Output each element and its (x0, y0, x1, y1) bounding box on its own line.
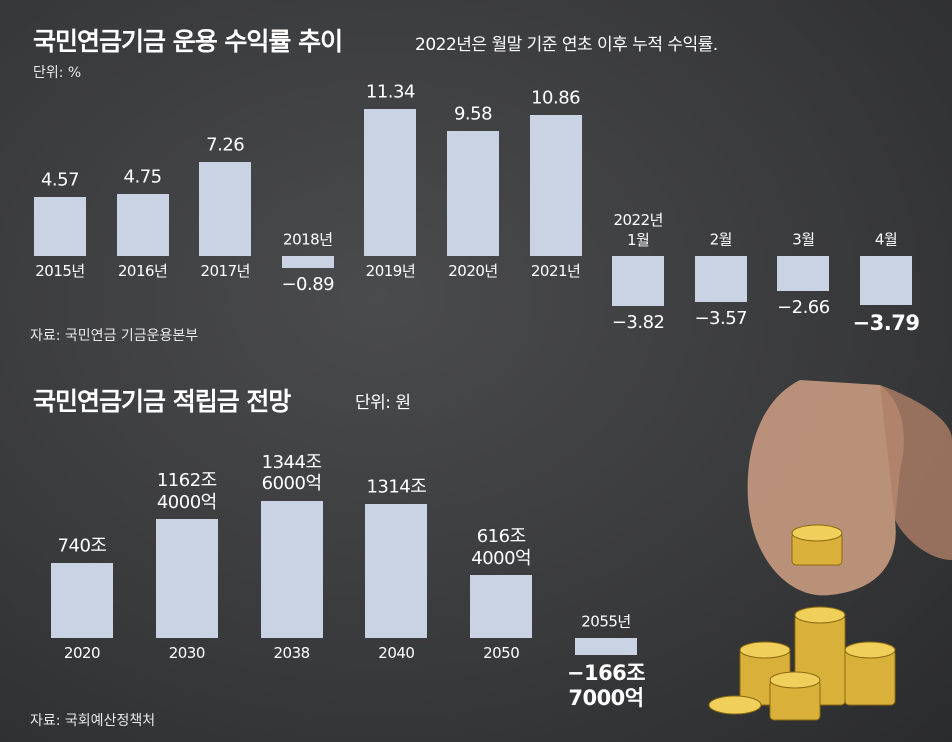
value-label: −166조 7000억 (566, 661, 646, 711)
bar (281, 256, 334, 268)
value-label: 1314조 (366, 476, 427, 498)
x-tick-label: 2018년 (283, 230, 333, 249)
bar (116, 194, 169, 256)
x-tick-label: 2019년 (365, 262, 416, 280)
value-label: −3.57 (694, 308, 748, 330)
chart-title: 국민연금기금 적립금 전망 (33, 387, 291, 416)
x-tick-label: 2030 (168, 644, 206, 662)
x-tick-label: 2015년 (35, 262, 85, 280)
source: 자료: 국회예산정책처 (30, 713, 156, 729)
value-label: 740조 (57, 534, 107, 556)
value-label: 616조 4000억 (471, 525, 532, 569)
x-tick-label: 2017년 (200, 262, 250, 280)
value-label: 11.34 (365, 80, 416, 102)
source: 자료: 국민연금 기금운용본부 (30, 328, 199, 344)
bar (447, 131, 499, 256)
x-tick-label: 2038 (273, 644, 311, 662)
bar (777, 256, 830, 291)
x-tick-label: 2055년 (581, 612, 631, 631)
value-label: 1344조 6000억 (261, 451, 322, 495)
value-label: −0.89 (281, 273, 335, 295)
x-tick-label: 2016년 (117, 262, 168, 280)
chart-subtitle: 2022년은 월말 기준 연초 이후 누적 수익률. (415, 35, 718, 55)
bar (575, 638, 637, 655)
bar (51, 562, 113, 638)
bar (365, 503, 428, 638)
bar (612, 256, 665, 306)
value-label: 4.75 (123, 166, 163, 188)
value-label: 7.26 (206, 134, 245, 156)
bar (860, 256, 912, 306)
x-tick-label: 2020년 (448, 262, 498, 280)
unit-label: 단위: 원 (355, 393, 411, 413)
chart-title: 국민연금기금 운용 수익률 추이 (33, 27, 343, 56)
x-tick-label: 3월 (792, 230, 815, 249)
x-tick-label: 2월 (709, 230, 733, 249)
bar (470, 575, 533, 638)
bar (199, 161, 252, 256)
value-label: 4.57 (40, 168, 80, 190)
value-label: −2.66 (777, 296, 830, 318)
unit-label: 단위: % (33, 65, 82, 81)
x-tick-label: 2020 (63, 644, 101, 662)
x-tick-label: 2050 (483, 644, 520, 662)
bar (34, 196, 86, 256)
value-label: 1162조 4000억 (156, 470, 217, 513)
value-label: −3.79 (852, 311, 920, 336)
value-label: 9.58 (453, 103, 493, 125)
bar (155, 519, 218, 638)
value-label: 10.86 (531, 87, 581, 109)
bar (529, 114, 582, 256)
value-label: −3.82 (611, 311, 665, 333)
x-tick-label: 4월 (874, 230, 898, 249)
x-tick-label: 2021년 (530, 262, 581, 280)
x-tick-label: 2040 (378, 644, 415, 662)
bar (260, 500, 323, 638)
x-tick-label: 2022년 1월 (613, 211, 663, 249)
bar (694, 256, 747, 303)
bar (364, 108, 417, 256)
